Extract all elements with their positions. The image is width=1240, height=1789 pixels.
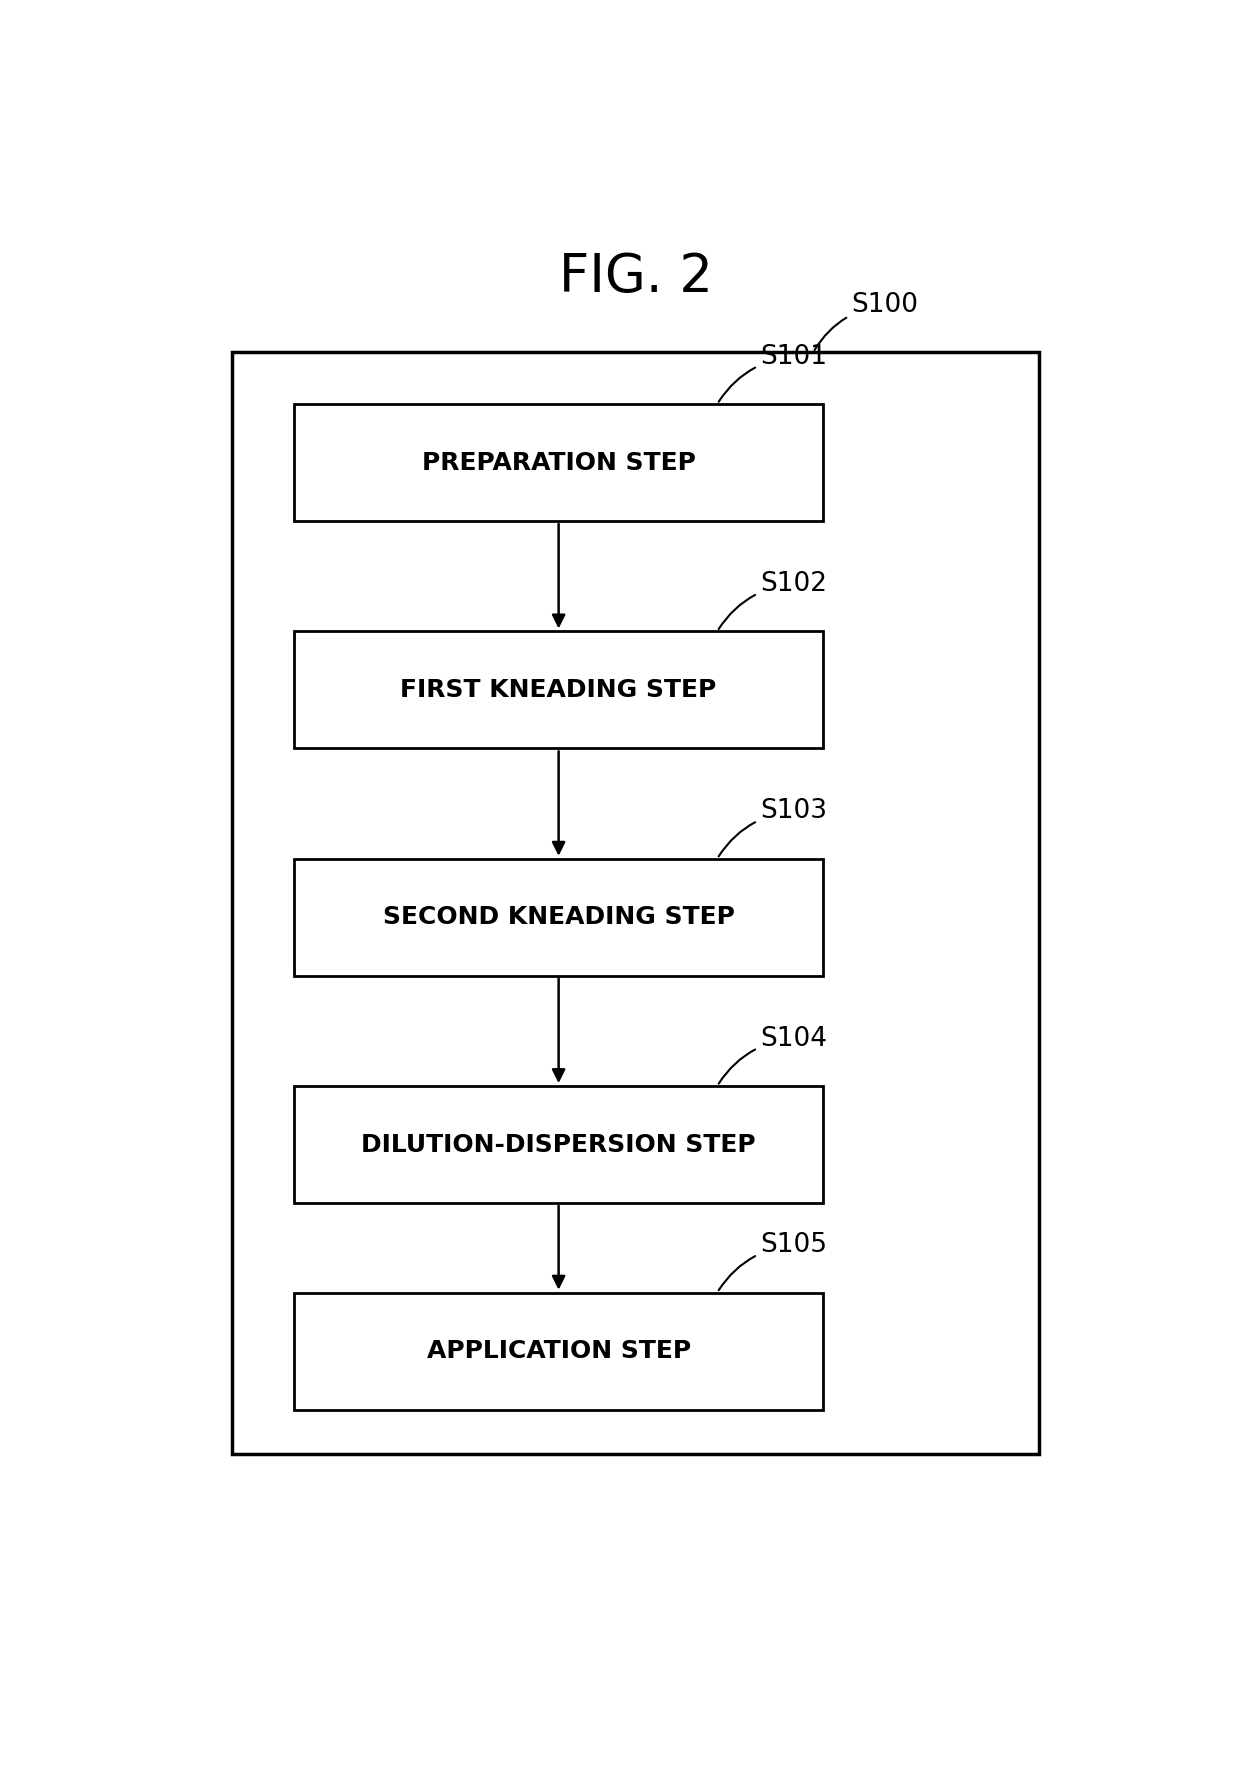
Text: S104: S104 (719, 1025, 827, 1084)
Text: DILUTION-DISPERSION STEP: DILUTION-DISPERSION STEP (361, 1132, 756, 1156)
Text: S105: S105 (719, 1233, 827, 1290)
Text: APPLICATION STEP: APPLICATION STEP (427, 1340, 691, 1363)
Text: FIG. 2: FIG. 2 (558, 250, 713, 302)
Bar (294, 632, 823, 748)
Text: S103: S103 (719, 798, 827, 857)
Text: PREPARATION STEP: PREPARATION STEP (422, 451, 696, 474)
Text: FIRST KNEADING STEP: FIRST KNEADING STEP (401, 678, 717, 701)
Text: SECOND KNEADING STEP: SECOND KNEADING STEP (383, 905, 734, 928)
Text: S102: S102 (719, 571, 827, 630)
Text: S100: S100 (815, 292, 919, 351)
Bar (294, 404, 823, 521)
Bar (294, 859, 823, 975)
Bar (232, 352, 1039, 1454)
Bar (294, 1293, 823, 1410)
Text: S101: S101 (719, 343, 827, 403)
Bar (294, 1086, 823, 1202)
